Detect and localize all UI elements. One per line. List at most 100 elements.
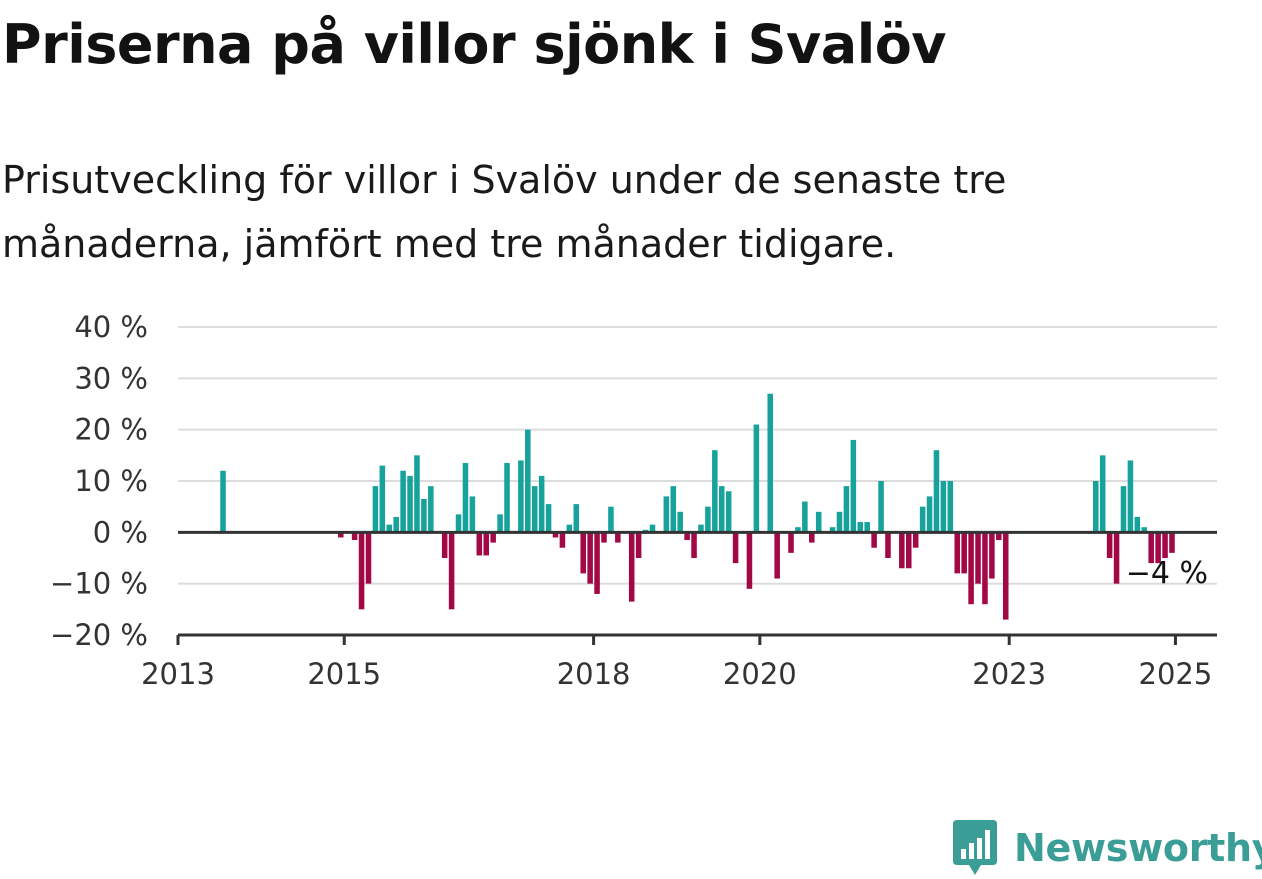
bar (829, 527, 836, 533)
bar (670, 486, 677, 533)
bar (448, 532, 455, 610)
bar (989, 532, 995, 579)
bar (871, 532, 877, 548)
bar (725, 491, 732, 533)
bar (843, 486, 850, 533)
bar (358, 532, 365, 610)
bar (407, 475, 413, 533)
bar (421, 498, 427, 533)
bar (663, 496, 670, 533)
bar (615, 532, 621, 543)
bar (961, 532, 967, 574)
bar (525, 429, 531, 533)
bar (1141, 527, 1148, 533)
bar (912, 532, 919, 548)
bar (1002, 532, 1009, 620)
bar (795, 527, 801, 533)
bar (1106, 532, 1113, 558)
bar (691, 532, 697, 558)
bar (573, 504, 580, 533)
bar (968, 532, 974, 605)
bar (531, 486, 538, 533)
bar (441, 532, 448, 558)
bar (587, 532, 593, 584)
bar (1113, 532, 1120, 584)
bar (483, 532, 490, 556)
bar (504, 463, 510, 533)
bar (1169, 532, 1175, 553)
bar (1162, 532, 1168, 558)
bar (372, 486, 379, 533)
bar (220, 470, 226, 533)
brand-name: Newsworthy (1014, 826, 1262, 870)
bar (919, 506, 926, 533)
bar (878, 481, 884, 533)
bar (580, 532, 586, 574)
bar (545, 504, 552, 533)
bar (926, 496, 933, 533)
bar (857, 522, 864, 533)
bar (462, 463, 469, 533)
bar (1155, 532, 1161, 564)
bar (649, 524, 656, 533)
bar (753, 424, 760, 533)
bar (712, 450, 718, 533)
bar (815, 511, 822, 533)
bar (594, 532, 600, 594)
x-tick-label: 2025 (1139, 657, 1213, 691)
bar (1134, 516, 1141, 533)
bar (1127, 460, 1134, 533)
bar (802, 501, 808, 533)
bar (809, 532, 815, 543)
bar (947, 481, 954, 533)
brand-logo: Newsworthy (950, 818, 1262, 878)
bar (518, 460, 524, 533)
bar (566, 524, 573, 533)
y-tick-label: 0 % (93, 515, 148, 549)
bar (1093, 481, 1099, 533)
bar (455, 514, 462, 533)
bar (836, 511, 843, 533)
y-tick-label: −20 % (50, 618, 148, 652)
chart-title: Priserna på villor sjönk i Svalöv (2, 13, 947, 76)
bar (497, 514, 503, 533)
bar (788, 532, 794, 553)
bar (718, 486, 725, 533)
bar (1148, 532, 1154, 564)
bar (885, 532, 891, 558)
bar (538, 475, 545, 533)
chart-subtitle: Prisutveckling för villor i Svalöv under… (2, 158, 1007, 266)
bar (850, 439, 857, 533)
bar (1120, 486, 1127, 533)
bar (746, 532, 753, 589)
bar (400, 470, 406, 533)
x-tick-label: 2023 (972, 657, 1046, 691)
bar (635, 532, 642, 558)
last-value-label: −4 % (1126, 556, 1208, 591)
bar (393, 516, 399, 533)
bar (428, 486, 434, 533)
bar (379, 465, 386, 533)
bar (628, 532, 635, 602)
bar (414, 455, 420, 533)
y-tick-label: 30 % (74, 361, 148, 395)
bar-chart: 40 % 30 % 20 % 10 % 0 % −10 % −20 % 2013 2015 201… (50, 310, 1217, 691)
bar (940, 481, 947, 533)
bar (698, 524, 704, 533)
bar (476, 532, 483, 556)
bar (338, 532, 344, 538)
bar (684, 532, 690, 541)
y-tick-label: −10 % (50, 567, 148, 601)
bar (996, 532, 1002, 541)
bar (490, 532, 496, 543)
bar (677, 511, 683, 533)
bar (552, 532, 559, 538)
x-tick-label: 2015 (307, 657, 381, 691)
newsworthy-logo-icon (953, 820, 997, 875)
y-tick-label: 40 % (74, 310, 148, 344)
bar (705, 506, 711, 533)
bar (559, 532, 566, 548)
bar (351, 532, 358, 541)
x-tick-label: 2013 (141, 657, 215, 691)
bar (608, 506, 614, 533)
